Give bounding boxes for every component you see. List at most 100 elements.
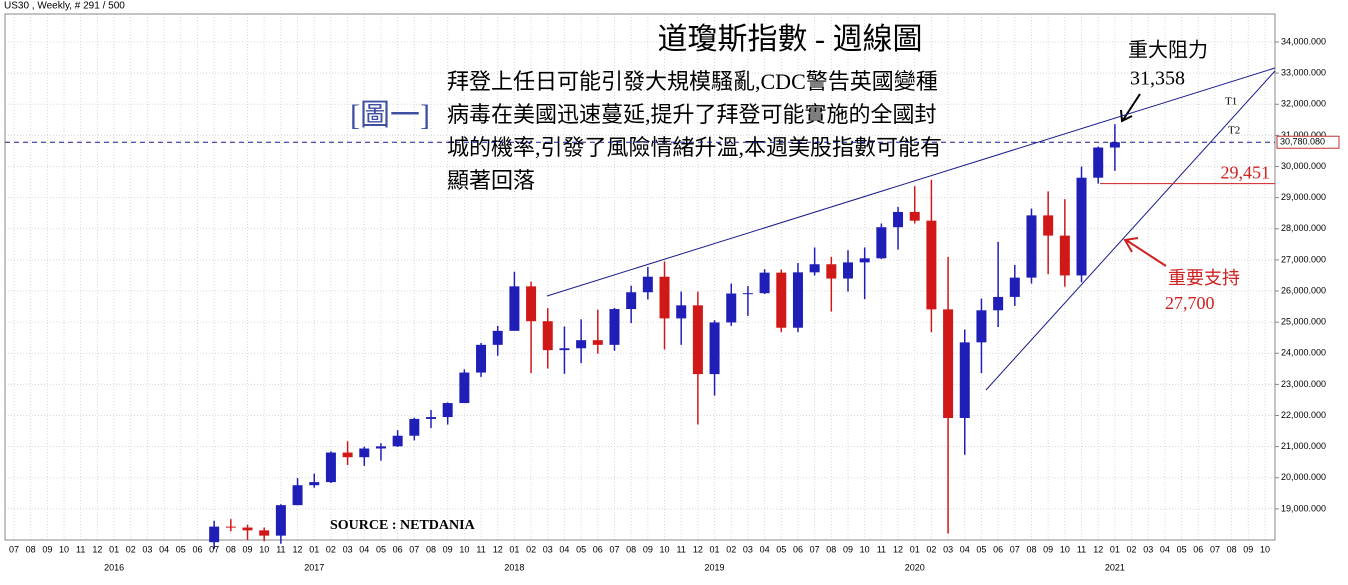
x-tick-label: 07 — [409, 544, 419, 554]
x-tick-label: 10 — [1260, 544, 1270, 554]
x-tick-label: 03 — [743, 544, 753, 554]
trendline — [985, 70, 1276, 391]
x-tick-label: 05 — [976, 544, 986, 554]
x-tick-label: 08 — [426, 544, 436, 554]
chart-header: US30 , Weekly, # 291 / 500 — [4, 1, 125, 12]
x-tick-label: 02 — [126, 544, 136, 554]
candle-body — [1109, 142, 1120, 148]
y-tick-label: 27,000.000 — [1281, 254, 1326, 264]
x-tick-label: 03 — [1143, 544, 1153, 554]
x-tick-label: 09 — [243, 544, 253, 554]
x-tick-label: 08 — [1026, 544, 1036, 554]
support-arrow — [1125, 239, 1167, 267]
x-tick-label: 01 — [910, 544, 920, 554]
candle-body — [859, 258, 870, 263]
candle-body — [509, 286, 520, 331]
candle-body — [709, 322, 720, 375]
candle-body — [993, 296, 1004, 311]
candle-body — [776, 272, 787, 328]
candle-body — [742, 293, 753, 295]
x-tick-label: 07 — [1010, 544, 1020, 554]
x-tick-label: 07 — [1210, 544, 1220, 554]
y-tick-label: 20,000.000 — [1281, 472, 1326, 482]
figure-label: [圖一] — [350, 99, 430, 132]
candle-body — [826, 264, 837, 279]
x-tick-label: 05 — [176, 544, 186, 554]
candle-body — [292, 485, 303, 506]
x-tick-label: 02 — [526, 544, 536, 554]
resistance-arrow — [1122, 93, 1141, 121]
y-tick-label: 22,000.000 — [1281, 410, 1326, 420]
x-tick-label: 04 — [359, 544, 369, 554]
x-tick-label: 02 — [926, 544, 936, 554]
x-tick-label: 12 — [92, 544, 102, 554]
x-tick-label: 03 — [142, 544, 152, 554]
x-tick-label: 07 — [609, 544, 619, 554]
x-tick-label: 02 — [726, 544, 736, 554]
candle-body — [943, 309, 954, 418]
trendline-label: T2 — [1228, 125, 1240, 137]
annotation-line: 城的機率,引發了風險情緒升溫,本週美股指數可能有 — [447, 135, 942, 160]
candle-body — [476, 344, 487, 373]
last-price-label: 30,780.080 — [1280, 137, 1325, 147]
candle-body — [692, 305, 703, 375]
candle-body — [1009, 277, 1020, 297]
x-tick-label: 10 — [59, 544, 69, 554]
x-tick-label: 04 — [1160, 544, 1170, 554]
x-tick-label: 01 — [710, 544, 720, 554]
y-tick-label: 26,000.000 — [1281, 285, 1326, 295]
support-title: 重要支持 — [1168, 268, 1240, 288]
year-label: 2020 — [905, 562, 925, 572]
y-tick-label: 33,000.000 — [1281, 68, 1326, 78]
x-tick-label: 02 — [326, 544, 336, 554]
trendline-label: T1 — [1225, 96, 1237, 108]
trendline — [546, 67, 1276, 297]
x-tick-label: 12 — [493, 544, 503, 554]
x-tick-label: 07 — [209, 544, 219, 554]
x-tick-label: 11 — [276, 544, 285, 554]
x-tick-label: 11 — [677, 544, 686, 554]
resistance-label: 31,358 — [1130, 68, 1185, 90]
candle-body — [1059, 235, 1070, 276]
x-tick-label: 05 — [1177, 544, 1187, 554]
y-tick-label: 32,000.000 — [1281, 99, 1326, 109]
candle-body — [409, 418, 420, 436]
x-tick-label: 08 — [826, 544, 836, 554]
candle-body — [325, 452, 336, 483]
x-tick-label: 12 — [1093, 544, 1103, 554]
candle-body — [809, 264, 820, 273]
x-tick-label: 11 — [877, 544, 886, 554]
annotation-line: 拜登上任日可能引發大規模騷亂,CDC警告英國變種 — [447, 69, 938, 94]
y-tick-label: 29,000.000 — [1281, 192, 1326, 202]
x-tick-label: 01 — [509, 544, 519, 554]
x-tick-label: 01 — [1110, 544, 1120, 554]
year-label: 2019 — [705, 562, 725, 572]
x-tick-label: 06 — [1193, 544, 1203, 554]
candle-body — [893, 211, 904, 228]
x-tick-label: 06 — [393, 544, 403, 554]
candle-body — [459, 372, 470, 404]
candle-body — [442, 403, 453, 418]
candle-body — [242, 527, 253, 531]
x-tick-label: 08 — [226, 544, 236, 554]
candle-body — [592, 340, 603, 345]
year-label: 2017 — [304, 562, 324, 572]
x-tick-label: 08 — [1227, 544, 1237, 554]
candle-body — [259, 530, 270, 536]
candle-body — [309, 482, 320, 486]
y-tick-label: 30,000.000 — [1281, 161, 1326, 171]
x-tick-label: 04 — [760, 544, 770, 554]
candle-body — [792, 272, 803, 328]
x-tick-label: 09 — [443, 544, 453, 554]
y-tick-label: 25,000.000 — [1281, 317, 1326, 327]
y-tick-label: 23,000.000 — [1281, 379, 1326, 389]
x-tick-label: 05 — [376, 544, 386, 554]
resistance-title: 重大阻力 — [1128, 39, 1208, 62]
x-tick-label: 12 — [893, 544, 903, 554]
candle-body — [676, 305, 687, 319]
annotation-line: 顯著回落 — [447, 168, 535, 193]
x-tick-label: 01 — [109, 544, 119, 554]
x-tick-label: 07 — [9, 544, 19, 554]
candle-body — [1026, 215, 1037, 278]
